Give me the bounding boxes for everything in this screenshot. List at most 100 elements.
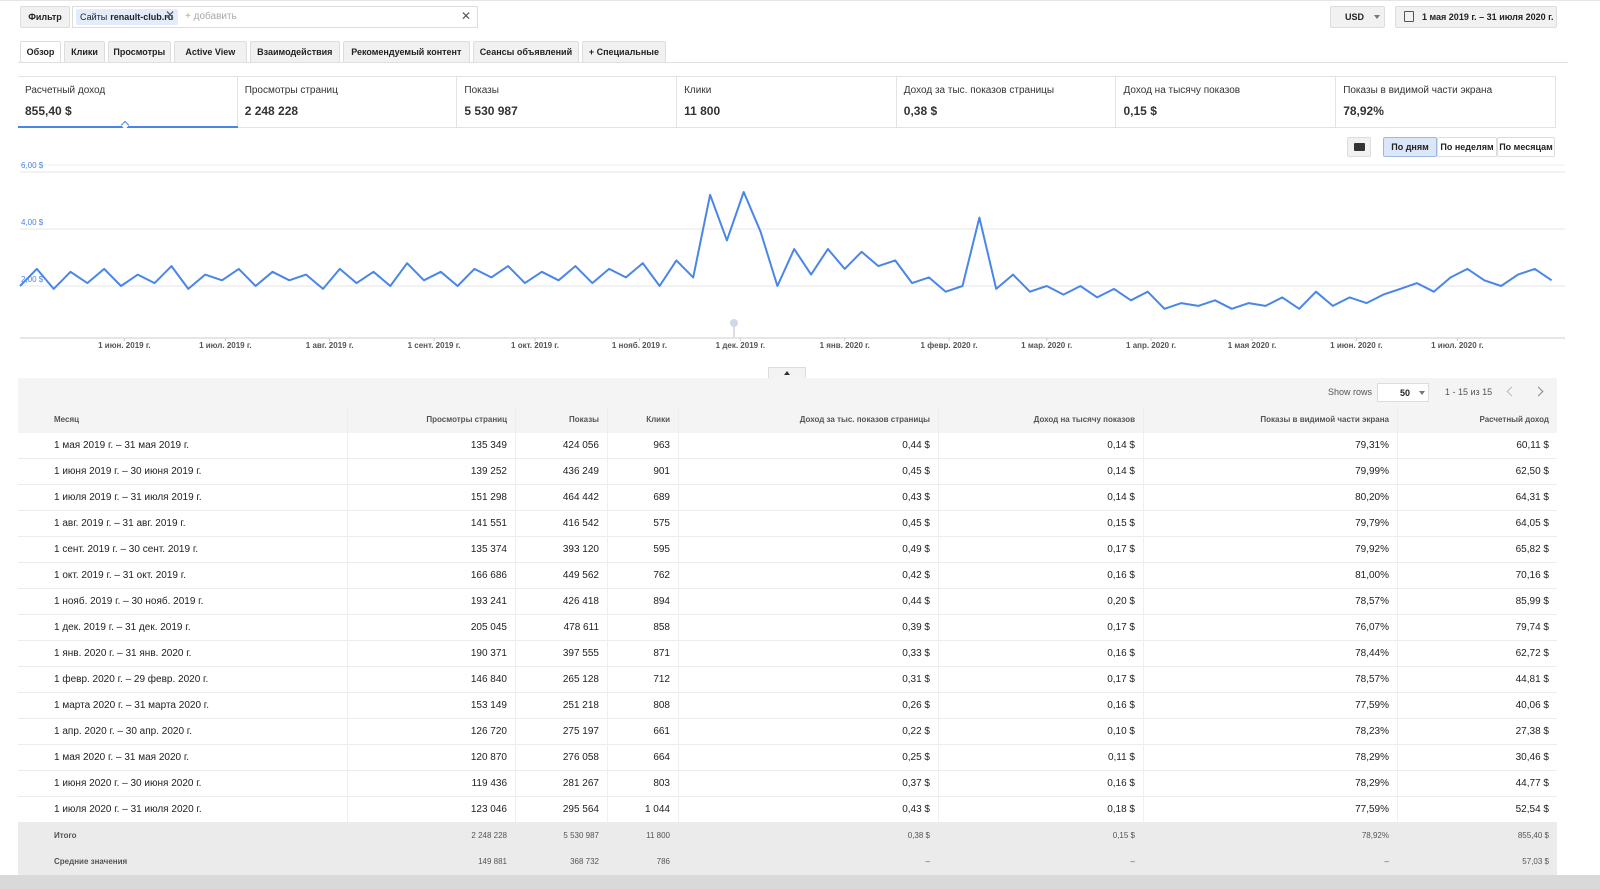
table-cell: 151 298 [470,492,507,503]
metric-card[interactable]: Просмотры страниц 2 248 228 [238,77,458,127]
table-cell: 78,57% [1355,596,1389,607]
metric-card[interactable]: Доход за тыс. показов страницы 0,38 $ [897,77,1117,127]
table-cell: 1 июля 2019 г. – 31 июля 2019 г. [54,492,202,503]
tab[interactable]: Рекомендуемый контент [342,41,470,63]
column-divider [347,433,348,823]
average-cell: 149 881 [478,857,507,866]
table-cell: 119 436 [471,778,507,789]
table-cell: 0,16 $ [1107,700,1135,711]
filter-chip[interactable]: Сайты renault-club.ru [76,9,178,25]
metric-card[interactable]: Клики 11 800 [677,77,897,127]
clear-filter[interactable]: ✕ [461,9,472,23]
table-cell: 295 564 [562,804,599,815]
table-cell: 1 янв. 2020 г. – 31 янв. 2020 г. [54,648,192,659]
column-header: Расчетный доход [1479,415,1549,424]
metric-value: 78,92% [1343,104,1384,118]
tab[interactable]: Клики [64,41,105,63]
metric-card[interactable]: Доход на тысячу показов 0,15 $ [1117,77,1337,127]
table-cell: 712 [653,674,670,685]
granularity-button[interactable]: По дням [1383,137,1437,157]
filter-button[interactable]: Фильтр [20,6,70,28]
table-cell: 30,46 $ [1515,752,1549,763]
table-row [18,667,1557,693]
table-cell: 803 [653,778,670,789]
table-cell: 397 555 [562,648,599,659]
x-tick-label: 1 мая 2020 г. [1228,341,1277,350]
chart: 2,00 $ 4,00 $ 6,00 $ 1 июн. 2019 г. 1 июл. 2… [19,161,1565,350]
table-cell: 78,29% [1355,752,1389,763]
column-divider [607,433,608,823]
table-cell: 0,14 $ [1107,440,1135,451]
metric-label: Доход на тысячу показов [1123,85,1241,96]
table-cell: 1 июня 2020 г. – 30 июня 2020 г. [54,778,202,789]
table-row [18,745,1557,771]
tab[interactable]: + Специальные [581,41,666,63]
table-cell: 762 [653,570,670,581]
x-tick-label: 1 июн. 2019 г. [98,341,150,350]
table-cell: 135 349 [470,440,507,451]
tab[interactable]: Сеансы объявлений [473,41,579,63]
chip-remove[interactable]: ✕ [164,8,176,22]
table-cell: 858 [653,622,670,633]
currency-select[interactable]: USD [1330,6,1385,28]
total-cell: 2 248 228 [471,831,507,840]
total-cell: 855,40 $ [1517,831,1549,840]
x-tick-label: 1 мар. 2020 г. [1021,341,1072,350]
table-cell: 79,31% [1355,440,1389,451]
average-cell: – [1384,857,1389,866]
table-row [18,485,1557,511]
column-divider [678,433,679,823]
chip-label: Сайты [80,12,108,22]
table-row [18,511,1557,537]
table-cell: 190 371 [470,648,507,659]
column-header: Клики [646,415,670,424]
metric-value: 2 248 228 [244,104,299,118]
metric-card[interactable]: Показы в видимой части экрана 78,92% [1336,77,1556,127]
table-cell: 60,11 $ [1516,440,1549,451]
table-cell: 595 [653,544,670,555]
x-tick-label: 1 февр. 2020 г. [921,341,978,350]
table-cell: 0,44 $ [902,440,930,451]
tab[interactable]: Обзор [20,41,61,63]
date-range[interactable]: 1 мая 2019 г. – 31 июля 2020 г. [1395,6,1557,28]
granularity-button[interactable]: По неделям [1437,137,1497,157]
table-cell: 1 февр. 2020 г. – 29 февр. 2020 г. [54,674,209,685]
table-cell: 0,14 $ [1107,466,1135,477]
table-cell: 0,17 $ [1107,674,1135,685]
average-cell: – [1130,857,1135,866]
table-cell: 1 мая 2019 г. – 31 мая 2019 г. [54,440,190,451]
calendar-icon [1404,11,1414,22]
table-cell: 0,10 $ [1107,726,1135,737]
table-cell: 0,33 $ [902,648,930,659]
table-cell: 0,43 $ [902,492,930,503]
table-row [18,719,1557,745]
comment-icon [1354,143,1365,151]
metric-card[interactable]: Расчетный доход 855,40 $ [18,77,238,127]
table-row [18,537,1557,563]
table-cell: 281 267 [562,778,599,789]
show-rows-select[interactable]: 50 [1377,383,1429,402]
column-header: Показы [569,415,599,424]
table-cell: 44,77 $ [1515,778,1549,789]
metric-label: Расчетный доход [25,85,106,96]
tab[interactable]: Просмотры [108,41,171,63]
table-cell: 166 686 [470,570,507,581]
metric-card[interactable]: Показы 5 530 987 [457,77,678,127]
column-header: Просмотры страниц [426,415,507,424]
granularity-button[interactable]: По месяцам [1497,137,1555,157]
tab[interactable]: Active View [173,41,247,63]
table-cell: 1 сент. 2019 г. – 30 сент. 2019 г. [54,544,199,555]
tab-line [18,62,1568,63]
x-tick-label: 1 янв. 2020 г. [820,341,870,350]
column-header: Месяц [54,415,80,424]
table-cell: 0,43 $ [902,804,930,815]
filter-placeholder[interactable]: + добавить [185,11,237,22]
table-cell: 894 [653,596,670,607]
comment-button[interactable] [1347,137,1371,157]
table-cell: 0,15 $ [1107,518,1135,529]
tab[interactable]: Взаимодействия [250,41,340,63]
table-cell: 62,72 $ [1515,648,1549,659]
currency-caret [1374,15,1380,19]
metric-label: Клики [684,85,712,96]
